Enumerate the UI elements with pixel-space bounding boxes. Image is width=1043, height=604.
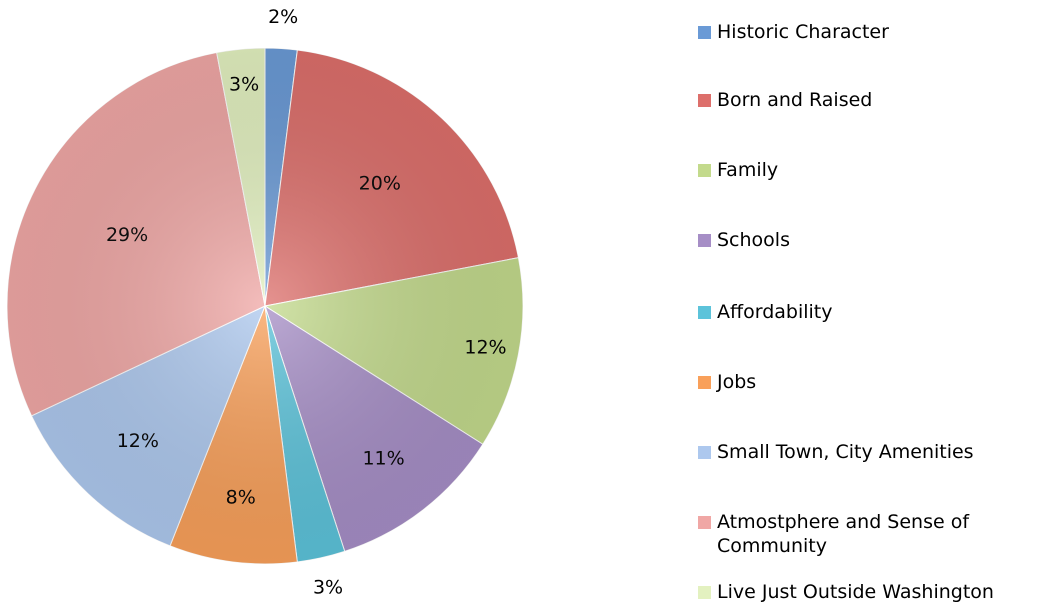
- legend-item: Schools: [698, 228, 1035, 252]
- data-label: 29%: [106, 224, 148, 246]
- legend-label: Affordability: [717, 301, 833, 323]
- legend-label: Small Town, City Amenities: [717, 441, 974, 463]
- legend-label: Schools: [717, 229, 790, 251]
- legend-item: Jobs: [698, 370, 1035, 394]
- legend-swatch: [698, 446, 711, 459]
- legend-label: Atmostphere and Sense of Community: [717, 511, 970, 557]
- legend-label: Family: [717, 159, 779, 181]
- data-label: 12%: [117, 430, 159, 452]
- legend-swatch: [698, 26, 711, 39]
- legend-swatch: [698, 164, 711, 177]
- legend-item: Family: [698, 158, 1035, 182]
- legend-item: Born and Raised: [698, 88, 1035, 112]
- legend-label: Jobs: [717, 371, 757, 393]
- legend-swatch: [698, 306, 711, 319]
- legend-item: Live Just Outside Washington: [698, 580, 1035, 604]
- data-label: 3%: [229, 74, 259, 96]
- data-label: 8%: [226, 486, 256, 508]
- legend-item: Historic Character: [698, 20, 1035, 44]
- legend-item: Affordability: [698, 300, 1035, 324]
- legend-swatch: [698, 516, 711, 529]
- data-label: 20%: [359, 172, 401, 194]
- data-label: 12%: [464, 337, 506, 359]
- legend-swatch: [698, 94, 711, 107]
- legend-label: Live Just Outside Washington: [717, 581, 994, 603]
- legend-label: Born and Raised: [717, 89, 873, 111]
- legend-swatch: [698, 234, 711, 247]
- legend-item: Atmostphere and Sense of Community: [698, 510, 1035, 558]
- data-label: 11%: [362, 447, 404, 469]
- legend-swatch: [698, 376, 711, 389]
- legend-item: Small Town, City Amenities: [698, 440, 1035, 464]
- legend-swatch: [698, 586, 711, 599]
- legend-label: Historic Character: [717, 21, 889, 43]
- data-label: 3%: [313, 577, 343, 599]
- data-label: 2%: [268, 6, 298, 28]
